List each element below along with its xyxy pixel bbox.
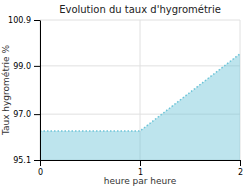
tick-mark xyxy=(34,66,40,67)
tick-mark xyxy=(34,114,40,115)
x-axis: 0 1 2 xyxy=(38,160,243,177)
y-label: Taux hygrométrie % xyxy=(1,44,11,136)
grid-line xyxy=(40,20,41,160)
tick-mark xyxy=(40,160,41,166)
grid-line xyxy=(40,65,240,66)
line xyxy=(40,54,240,131)
tick-label: 97.0 xyxy=(13,110,31,119)
chart: 0 1 2 95.1 97.0 99.0 100.9 Evolution du taux d'… xyxy=(0,0,250,188)
tick-label: 100.9 xyxy=(8,16,31,25)
tick-label: 95.1 xyxy=(13,156,31,165)
tick: 0 xyxy=(38,160,43,177)
tick: 100.9 xyxy=(8,16,40,25)
plot: 0 1 2 95.1 97.0 99.0 100.9 xyxy=(8,16,243,177)
tick-mark xyxy=(34,20,40,21)
y-axis: 95.1 97.0 99.0 100.9 xyxy=(8,16,40,165)
axis-line xyxy=(40,21,41,161)
marks xyxy=(40,54,240,160)
tick-label: 2 xyxy=(238,168,243,177)
tick-mark xyxy=(140,160,141,166)
tick: 95.1 xyxy=(13,156,40,165)
tick: 99.0 xyxy=(13,62,40,71)
tick-label: 0 xyxy=(38,168,43,177)
tick-label: 99.0 xyxy=(13,62,31,71)
tick-mark xyxy=(240,160,241,166)
tick-mark xyxy=(34,160,40,161)
grid xyxy=(40,20,240,160)
title: Evolution du taux d'hygrométrie xyxy=(59,4,221,15)
x-label: heure par heure xyxy=(104,176,177,186)
tick: 97.0 xyxy=(13,110,40,119)
area xyxy=(40,54,240,160)
tick: 2 xyxy=(238,160,243,177)
tick: 1 xyxy=(138,160,143,177)
grid-line xyxy=(40,20,240,21)
